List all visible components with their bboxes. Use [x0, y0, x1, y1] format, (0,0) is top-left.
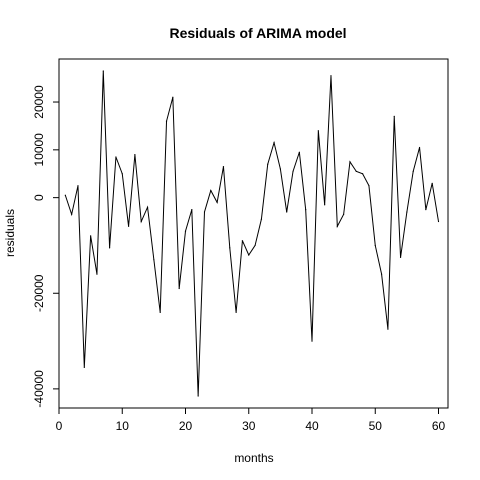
data-point: [380, 273, 383, 275]
y-axis-label: residuals: [3, 209, 17, 257]
data-point: [254, 244, 256, 247]
plot-frame: [58, 58, 449, 409]
x-tick-label: 20: [179, 419, 193, 433]
data-point: [197, 395, 199, 397]
data-point: [317, 130, 319, 132]
y-tick-label: 20000: [32, 85, 46, 119]
data-point: [412, 170, 414, 172]
data-point: [178, 287, 180, 290]
data-point: [241, 240, 244, 242]
data-point: [260, 218, 263, 220]
data-point: [273, 142, 275, 144]
data-point: [279, 168, 281, 170]
data-point: [90, 235, 92, 237]
data-point: [127, 225, 130, 227]
data-point: [292, 170, 294, 172]
data-point: [406, 211, 408, 213]
data-point: [102, 70, 104, 72]
data-point: [305, 209, 307, 211]
data-point: [216, 201, 218, 204]
data-point: [153, 259, 155, 261]
data-point: [311, 340, 313, 342]
data-point: [235, 311, 237, 313]
data-point: [330, 75, 332, 77]
plot-content: [64, 70, 440, 397]
data-point: [362, 173, 364, 175]
data-point: [115, 156, 117, 158]
y-tick-label: -40000: [32, 370, 46, 408]
data-point: [368, 185, 370, 187]
data-point: [203, 211, 206, 213]
data-point: [165, 120, 168, 122]
y-axis: -40000 -20000 0 10000 20000: [32, 85, 60, 408]
y-tick-label: -20000: [32, 274, 46, 312]
data-point: [159, 311, 161, 313]
data-point: [336, 225, 338, 227]
x-tick-label: 0: [56, 419, 63, 433]
data-point: [393, 115, 395, 117]
data-point: [399, 256, 402, 258]
data-point: [210, 189, 212, 192]
data-point: [267, 163, 269, 165]
data-point: [229, 247, 231, 249]
data-point: [298, 151, 300, 153]
x-tick-label: 50: [369, 419, 383, 433]
data-point: [374, 244, 376, 247]
data-point: [418, 146, 421, 149]
data-point: [83, 366, 85, 368]
data-point: [140, 220, 142, 223]
data-point: [437, 220, 440, 223]
data-point: [431, 182, 433, 184]
data-point: [96, 273, 98, 275]
data-point: [349, 161, 351, 163]
data-point: [77, 185, 79, 187]
data-point: [109, 247, 111, 249]
data-point: [172, 96, 174, 98]
data-point: [425, 209, 427, 211]
data-point: [191, 209, 193, 211]
data-point: [121, 173, 123, 175]
x-tick-label: 30: [242, 419, 256, 433]
data-point: [248, 254, 250, 256]
y-tick-label: 0: [32, 194, 46, 201]
x-tick-label: 40: [305, 419, 319, 433]
data-point: [343, 213, 345, 215]
chart-title: Residuals of ARIMA model: [169, 25, 346, 41]
data-point: [64, 194, 66, 196]
x-tick-label: 60: [432, 419, 446, 433]
data-point: [184, 230, 187, 232]
y-tick-label: 10000: [32, 133, 46, 167]
series-line: [64, 70, 440, 397]
data-point: [355, 170, 357, 172]
data-point: [324, 204, 326, 206]
data-point: [222, 165, 225, 168]
data-point: [286, 211, 288, 213]
x-axis-label: months: [234, 451, 273, 465]
x-axis: 0 10 20 30 40 50 60: [56, 407, 446, 433]
data-point: [71, 213, 73, 215]
data-point: [134, 154, 136, 156]
data-point: [146, 206, 149, 208]
x-tick-label: 10: [116, 419, 130, 433]
data-point: [387, 328, 389, 330]
